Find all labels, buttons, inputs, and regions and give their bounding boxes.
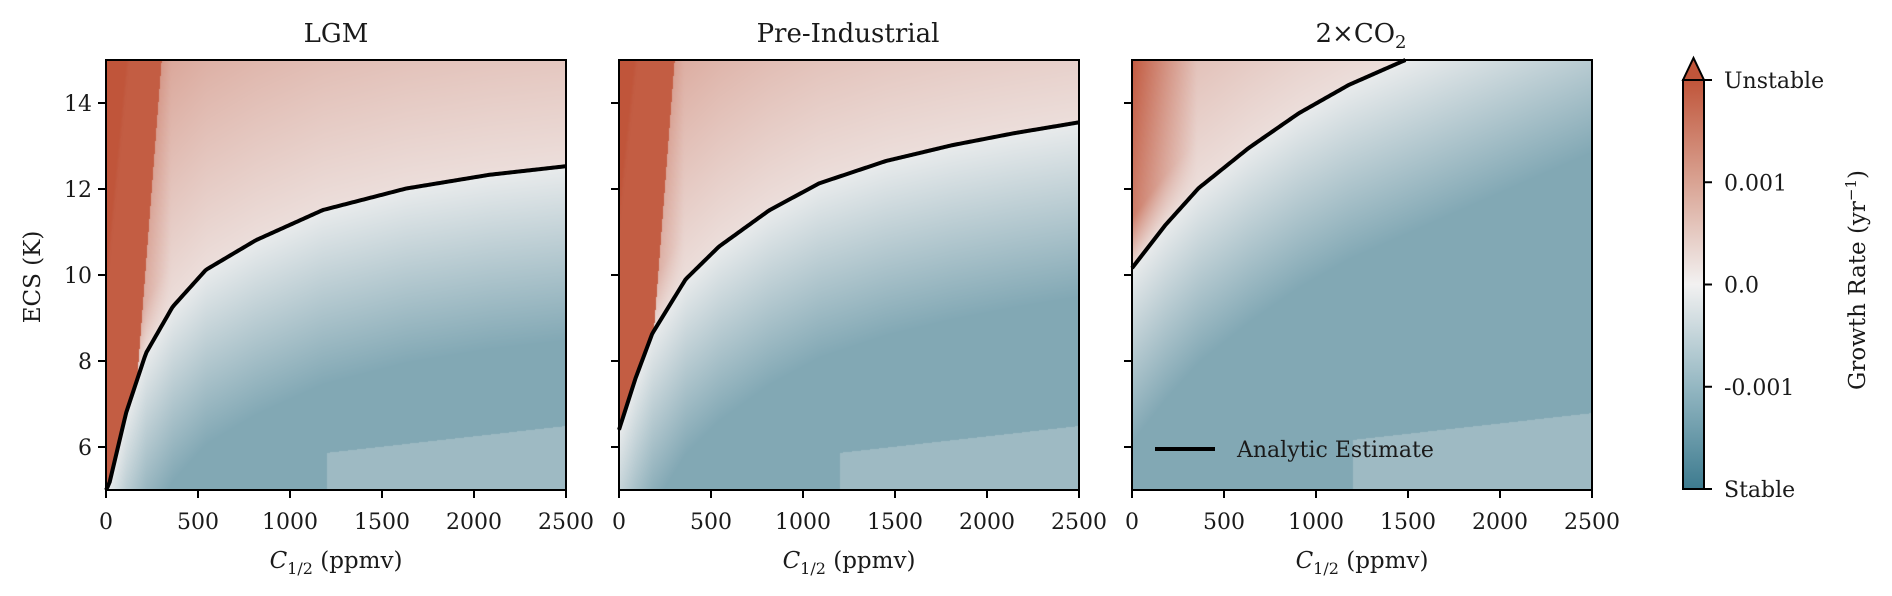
colorbar-label: Growth Rate (yr−1) xyxy=(1842,170,1871,390)
x-tick-label: 2000 xyxy=(1472,510,1528,535)
x-tick-label: 1500 xyxy=(354,510,410,535)
colorbar-label-sup: −1 xyxy=(1842,179,1860,201)
analytic-estimate-curve-1 xyxy=(617,120,1080,431)
panel-title-2xco2-main: 2×CO xyxy=(1316,19,1396,49)
colorbar-tick-label: -0.001 xyxy=(1724,376,1794,401)
y-tick-label: 12 xyxy=(64,178,92,203)
x-tick-label: 1500 xyxy=(867,510,923,535)
y-tick-label: 10 xyxy=(64,264,92,289)
x-tick-label: 0 xyxy=(1125,510,1139,535)
colorbar-tick-label: Unstable xyxy=(1724,69,1824,94)
panel-title-pre-industrial: Pre-Industrial xyxy=(757,19,940,49)
colorbar-label-main: Growth Rate (yr xyxy=(1845,201,1871,390)
x-tick-label: 1000 xyxy=(775,510,831,535)
x-tick-label: 500 xyxy=(177,510,219,535)
x-tick-label: 0 xyxy=(99,510,113,535)
x-tick-label: 2000 xyxy=(446,510,502,535)
panel-title-2xco2: 2×CO2 xyxy=(1316,19,1407,53)
x-tick-label: 2500 xyxy=(1564,510,1620,535)
x-tick-label: 2500 xyxy=(538,510,594,535)
legend-label-analytic-estimate: Analytic Estimate xyxy=(1236,438,1434,463)
x-axis-label-unit: (ppmv) xyxy=(826,548,916,574)
y-tick-label: 8 xyxy=(78,350,92,375)
x-axis-label-unit: (ppmv) xyxy=(313,548,403,574)
x-tick-label: 1500 xyxy=(1380,510,1436,535)
x-tick-label: 2500 xyxy=(1051,510,1107,535)
x-axis-label-main: C xyxy=(270,548,288,574)
x-tick-label: 500 xyxy=(690,510,732,535)
x-tick-label: 0 xyxy=(612,510,626,535)
y-axis-label: ECS (K) xyxy=(20,231,46,324)
heatmap-2xco2 xyxy=(1132,60,1592,490)
colorbar-label-close: ) xyxy=(1845,170,1871,179)
x-axis-label-main: C xyxy=(783,548,801,574)
heatmap-pre-industrial xyxy=(619,60,1079,490)
colorbar-extend-arrow xyxy=(1681,55,1706,81)
analytic-estimate-curve-0 xyxy=(104,164,567,491)
x-tick-label: 1000 xyxy=(1288,510,1344,535)
x-axis-label: C1/2 (ppmv) xyxy=(270,548,403,578)
x-tick-label: 2000 xyxy=(959,510,1015,535)
x-axis-label: C1/2 (ppmv) xyxy=(783,548,916,578)
x-axis-label-sub: 1/2 xyxy=(1313,559,1339,578)
x-axis-label: C1/2 (ppmv) xyxy=(1296,548,1429,578)
x-tick-label: 500 xyxy=(1203,510,1245,535)
panel-title-2xco2-sub: 2 xyxy=(1395,32,1406,53)
y-tick-label: 6 xyxy=(78,436,92,461)
colorbar-tick-label: Stable xyxy=(1724,478,1795,503)
y-tick-label: 14 xyxy=(64,92,92,117)
x-axis-label-sub: 1/2 xyxy=(800,559,826,578)
x-axis-label-main: C xyxy=(1296,548,1314,574)
panel-title-lgm: LGM xyxy=(304,19,369,49)
colorbar-tick-label: 0.0 xyxy=(1724,274,1759,299)
x-tick-label: 1000 xyxy=(262,510,318,535)
plot-frame-0 xyxy=(105,59,567,491)
colorbar-tick-label: 0.001 xyxy=(1724,171,1787,196)
plot-frame-2 xyxy=(1131,59,1593,491)
analytic-estimate-curve-2 xyxy=(1130,58,1407,270)
x-axis-label-unit: (ppmv) xyxy=(1339,548,1429,574)
heatmap-lgm xyxy=(106,60,566,490)
x-axis-label-sub: 1/2 xyxy=(287,559,313,578)
